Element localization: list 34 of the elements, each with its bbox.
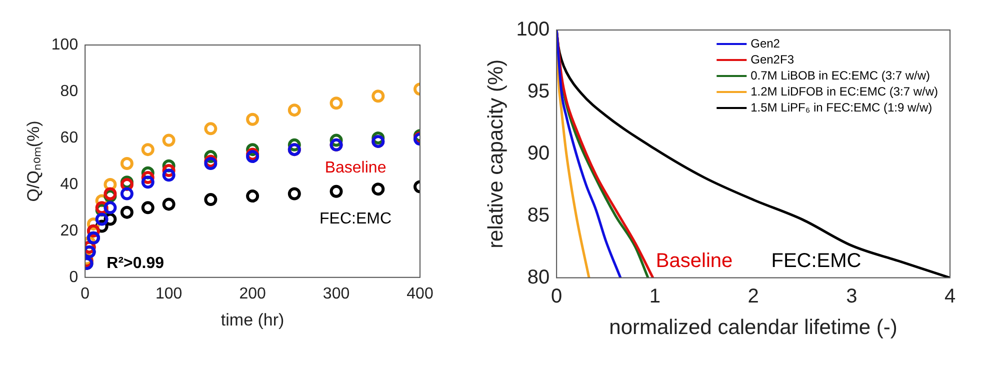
legend-label: 1.2M LiDFOB in EC:EMC (3:7 w/w) bbox=[750, 84, 938, 98]
y-axis-title: relative capacity (%) bbox=[484, 59, 508, 248]
y-tick-label: 100 bbox=[51, 36, 78, 54]
x-tick-label: 400 bbox=[406, 285, 434, 302]
x-tick-label: 300 bbox=[322, 285, 350, 302]
x-tick-label: 200 bbox=[239, 285, 266, 302]
legend-label: Gen2F3 bbox=[750, 52, 794, 66]
y-tick-label: 95 bbox=[527, 80, 550, 102]
y-tick-label: 80 bbox=[527, 266, 550, 288]
y-tick-label: 0 bbox=[69, 268, 78, 286]
x-axis-title: normalized calendar lifetime (-) bbox=[609, 316, 898, 340]
x-tick-label: 2 bbox=[748, 285, 759, 308]
legend-label: 0.7M LiBOB in EC:EMC (3:7 w/w) bbox=[750, 68, 930, 82]
x-tick-label: 1 bbox=[649, 285, 660, 308]
annotation: FEC:EMC bbox=[771, 250, 862, 272]
y-tick-label: 40 bbox=[60, 176, 78, 193]
x-tick-label: 0 bbox=[80, 285, 90, 302]
x-axis-title: time (hr) bbox=[220, 310, 284, 330]
annotation: Baseline bbox=[656, 250, 733, 272]
x-tick-label: 3 bbox=[846, 285, 858, 308]
y-tick-label: 20 bbox=[60, 222, 78, 240]
annotation: FEC:EMC bbox=[320, 210, 392, 228]
y-axis-title: Q/Qₙₒₘ(%) bbox=[24, 120, 43, 202]
y-tick-label: 80 bbox=[60, 82, 78, 100]
legend-label: 1.5M LiPF₆ in FEC:EMC (1:9 w/w) bbox=[750, 100, 932, 114]
legend-label: Gen2 bbox=[750, 36, 780, 50]
x-tick-label: 4 bbox=[944, 285, 956, 308]
y-tick-label: 100 bbox=[516, 18, 550, 41]
y-tick-label: 90 bbox=[527, 142, 550, 164]
x-tick-label: 100 bbox=[155, 285, 182, 302]
annotation: R²>0.99 bbox=[106, 254, 164, 272]
y-tick-label: 85 bbox=[527, 204, 550, 226]
annotation: Baseline bbox=[324, 160, 386, 177]
y-tick-label: 60 bbox=[60, 129, 78, 146]
